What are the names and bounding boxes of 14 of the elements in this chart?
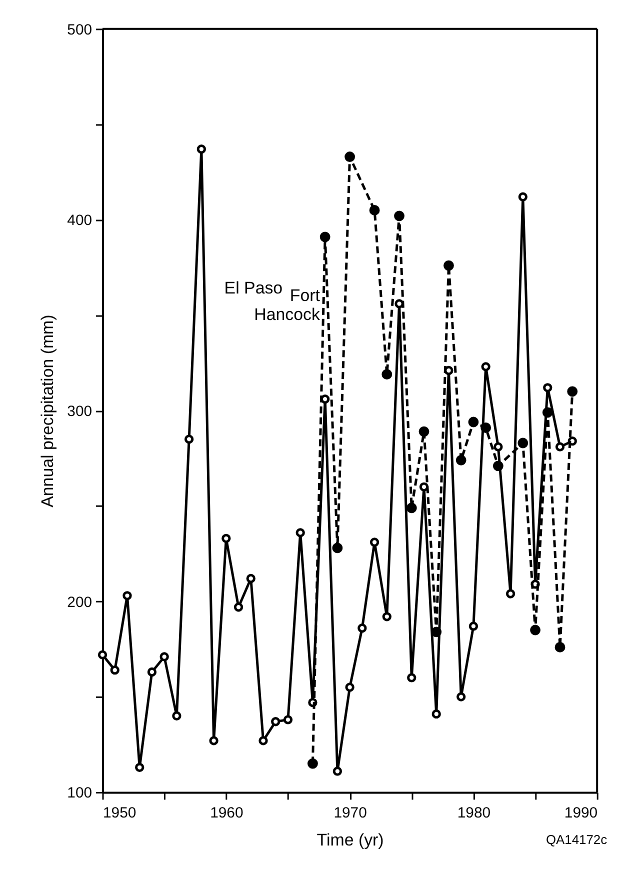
x-tick-label: 1950 bbox=[103, 804, 136, 822]
x-tick-label: 1990 bbox=[564, 804, 598, 822]
y-tick-label: 500 bbox=[67, 21, 92, 38]
y-tick-label: 300 bbox=[67, 403, 92, 420]
y-axis-title: Annual precipitation (mm) bbox=[38, 314, 58, 508]
y-tick-label: 100 bbox=[67, 784, 92, 802]
x-tick-label: 1980 bbox=[457, 804, 491, 822]
y-tick-label: 400 bbox=[67, 212, 92, 230]
y-tick-label: 200 bbox=[67, 594, 92, 611]
series-label: El Paso bbox=[224, 278, 283, 298]
x-axis-title: Time (yr) bbox=[316, 830, 384, 850]
text: QA14172c bbox=[546, 832, 608, 847]
x-tick-label: 1960 bbox=[210, 804, 244, 822]
x-tick-label: 1970 bbox=[334, 804, 367, 822]
